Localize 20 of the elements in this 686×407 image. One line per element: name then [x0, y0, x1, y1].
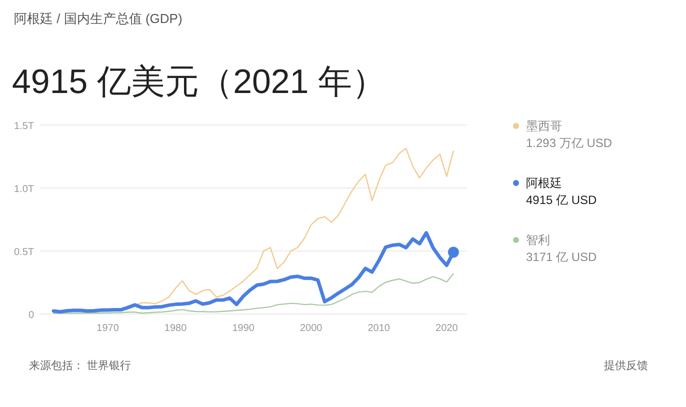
text: 3171 亿 USD — [526, 250, 598, 264]
x-tick-label: 2020 — [436, 323, 458, 334]
y-tick-label: 1.5T — [14, 121, 34, 132]
x-tick-label: 1970 — [96, 323, 120, 334]
y-tick-label: 0.5T — [14, 247, 34, 258]
chart-subtitle: 阿根廷 / 国内生产总值 (GDP) — [14, 11, 182, 26]
text: 1.293 万亿 USD — [526, 136, 612, 150]
x-tick-label: 2010 — [368, 323, 390, 334]
x-tick-label: 1990 — [232, 323, 255, 334]
x-tick-label: 1980 — [164, 323, 188, 334]
y-tick-label: 0 — [28, 310, 34, 321]
chart-title: 4915 亿美元（2021 年） — [12, 63, 386, 101]
text: 4915 亿 USD — [526, 193, 598, 207]
legend-label: 智利 — [526, 233, 550, 247]
text: 来源包括： 世界银行 — [29, 359, 132, 372]
y-tick-label: 1.0T — [14, 184, 34, 195]
text: 提供反馈 — [604, 359, 648, 372]
legend-label: 阿根廷 — [526, 176, 562, 190]
legend-label: 墨西哥 — [526, 119, 562, 133]
x-tick-label: 2000 — [300, 323, 323, 334]
